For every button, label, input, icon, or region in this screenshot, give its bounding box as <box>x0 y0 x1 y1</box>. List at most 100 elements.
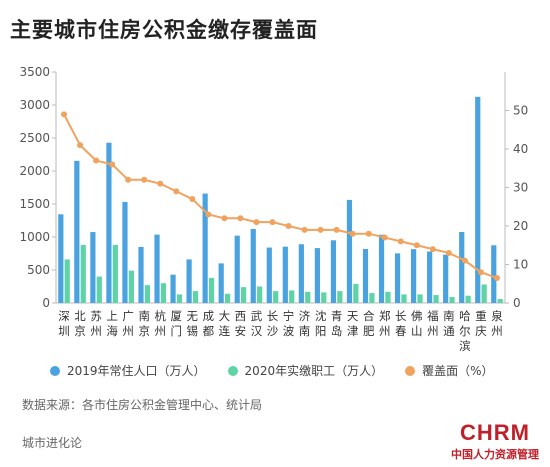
x-tick-label: 南 <box>443 309 455 323</box>
x-tick-label: 无 <box>187 309 199 323</box>
bar-workers <box>337 291 343 303</box>
bar-workers <box>208 277 215 303</box>
bar-workers <box>128 270 134 303</box>
y-tick-left-label: 1000 <box>19 230 50 244</box>
x-tick-label: 武 <box>251 309 263 323</box>
x-tick-label: 厦 <box>171 309 183 323</box>
x-tick-label: 门 <box>171 324 183 338</box>
coverage-point <box>77 142 84 149</box>
coverage-point <box>221 215 228 222</box>
bar-workers <box>144 285 150 303</box>
x-tick-label: 深 <box>58 309 70 323</box>
coverage-point <box>205 211 212 218</box>
y-tick-right-label: 40 <box>513 142 528 156</box>
x-tick-label: 州 <box>379 324 391 338</box>
bar-population <box>170 274 176 303</box>
bar-population <box>90 232 96 303</box>
bar-population <box>266 247 272 303</box>
coverage-point <box>125 176 132 183</box>
coverage-point <box>381 234 388 241</box>
coverage-point <box>461 257 468 264</box>
watermark-logo: CHRM 中国人力资源管理 <box>445 420 545 462</box>
y-tick-right-label: 0 <box>513 296 521 310</box>
x-tick-label: 长 <box>267 309 279 323</box>
x-tick-label: 南 <box>299 324 311 338</box>
y-tick-left-label: 3500 <box>19 65 50 79</box>
bar-workers <box>417 294 423 303</box>
bar-population <box>234 235 240 303</box>
bar-population <box>202 193 208 303</box>
x-tick-label: 西 <box>235 309 247 323</box>
x-tick-label: 青 <box>331 309 343 323</box>
y-tick-right-label: 30 <box>513 181 528 195</box>
coverage-point <box>349 230 356 237</box>
y-tick-right-label: 20 <box>513 219 528 233</box>
x-tick-label: 长 <box>395 309 407 323</box>
x-tick-label: 汉 <box>251 324 263 338</box>
x-tick-label: 锡 <box>187 324 199 338</box>
coverage-point <box>237 215 244 222</box>
bar-population <box>443 254 449 303</box>
y-tick-left-label: 0 <box>42 296 50 310</box>
coverage-point <box>413 242 420 249</box>
chart-title: 主要城市住房公积金缴存覆盖面 <box>10 18 318 42</box>
x-tick-label: 津 <box>347 324 359 338</box>
x-tick-label: 南 <box>138 309 150 323</box>
x-tick-label: 京 <box>74 324 86 338</box>
x-tick-label: 天 <box>347 309 359 323</box>
x-tick-label: 春 <box>395 324 407 338</box>
bar-population <box>475 96 481 303</box>
x-tick-label: 京 <box>138 324 150 338</box>
x-tick-label: 杭 <box>154 309 166 323</box>
watermark-logo-text: CHRM <box>460 420 530 445</box>
coverage-point <box>333 226 340 233</box>
coverage-point <box>365 230 372 237</box>
bar-workers <box>305 291 311 303</box>
coverage-point <box>397 238 404 245</box>
bar-population <box>491 245 497 303</box>
coverage-point <box>61 111 68 118</box>
bar-workers <box>401 294 407 303</box>
bar-population <box>122 201 128 303</box>
bar-population <box>330 240 337 303</box>
x-tick-label: 滨 <box>459 339 471 353</box>
bar-workers <box>80 244 86 303</box>
bar-workers <box>64 259 70 303</box>
x-tick-label: 圳 <box>58 324 70 338</box>
watermark-sub-text: 中国人力资源管理 <box>451 448 539 461</box>
coverage-point <box>141 176 148 183</box>
coverage-point <box>189 196 196 203</box>
legend-label-pop: 2019年常住人口（万人） <box>67 364 206 378</box>
y-tick-left-label: 500 <box>27 263 50 277</box>
data-source-note: 数据来源：各市住房公积金管理中心、统计局 <box>22 398 263 412</box>
bar-workers <box>433 295 439 303</box>
bar-workers <box>369 293 375 303</box>
bar-workers <box>192 291 199 303</box>
coverage-point <box>269 219 276 226</box>
combo-chart: 050010001500200025003000350001020304050 … <box>19 65 528 353</box>
x-tick-label: 大 <box>219 309 231 323</box>
bar-workers <box>96 276 102 303</box>
footer-brand: 城市进化论 <box>22 436 83 450</box>
bar-workers <box>224 293 231 303</box>
bar-workers <box>481 284 487 303</box>
coverage-point <box>429 246 436 253</box>
x-tick-label: 广 <box>122 309 134 323</box>
y-tick-right-label: 50 <box>513 104 528 118</box>
coverage-point <box>445 249 452 256</box>
coverage-point <box>493 274 500 281</box>
legend-label-coverage: 覆盖面（%） <box>422 364 494 378</box>
x-tick-label: 重 <box>475 309 487 323</box>
x-tick-label: 尔 <box>459 324 471 338</box>
x-tick-label: 州 <box>122 324 134 338</box>
bar-population <box>314 248 320 303</box>
bar-workers <box>112 244 118 303</box>
bar-workers <box>257 286 263 303</box>
x-tick-label: 海 <box>106 324 118 338</box>
bar-population <box>106 142 112 303</box>
x-tick-label: 福 <box>427 309 439 323</box>
bar-population <box>218 263 224 303</box>
coverage-line <box>63 113 498 279</box>
bar-population <box>282 246 288 303</box>
bar-workers <box>273 291 279 303</box>
